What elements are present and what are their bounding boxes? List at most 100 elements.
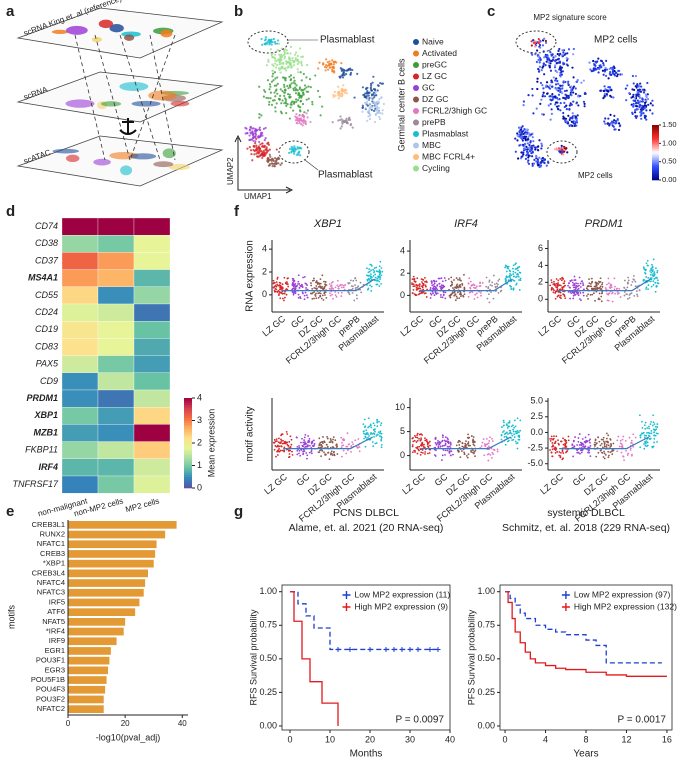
cell-dot [491,284,493,287]
cell-dot [369,86,372,89]
cell-dot [481,441,484,444]
cell-dot [294,287,297,290]
cell-dot [338,284,341,287]
cell-cluster [98,19,114,29]
y-tick-label: NFATC1 [37,539,65,548]
cell-dot [280,102,283,105]
cell-dot [566,64,569,67]
legend-label: Plasmablast [422,128,469,138]
y-tick-label: NFATC3 [37,588,65,597]
cell-dot [594,441,596,444]
heatmap-cell [133,252,171,270]
cell-dot [643,114,646,117]
colorbar-step [184,456,192,460]
cell-dot [515,430,518,433]
cell-dot [412,440,415,443]
cell-dot [261,43,264,46]
cell-dot [580,444,583,446]
cell-dot [527,94,530,97]
panel-label: a [6,3,15,20]
cell-dot [276,63,279,67]
cell-dot [573,284,576,287]
colorbar-step [184,479,192,482]
cell-dot [365,94,368,98]
cell-dot [314,287,317,290]
cell-dot [488,279,491,282]
cell-dot [644,421,647,424]
cell-cluster [65,154,80,163]
cell-dot [244,132,247,135]
cell-dot [474,449,477,452]
cell-dot [320,441,323,444]
cell-dot [280,445,283,448]
cell-dot [248,128,251,132]
cell-dot [657,282,660,285]
cell-dot [641,420,643,423]
legend-label: Low MP2 expression (11) [354,589,450,599]
y-tick-label: 1.00 [259,586,277,596]
cell-dot [558,47,561,51]
cell-dot [295,100,298,103]
cell-dot [376,421,379,424]
cell-dot [652,421,655,424]
cell-dot [578,284,580,287]
cell-dot [343,91,347,94]
cell-dot [626,281,629,284]
cell-dot [649,102,652,105]
cell-dot [517,435,520,437]
cell-dot [272,37,276,41]
cell-dot [274,95,277,98]
cell-dot [422,279,425,281]
cell-dot [616,439,619,442]
cell-dot [554,101,558,104]
cell-dot [640,117,643,120]
cell-dot [436,292,439,295]
cell-dot [418,285,421,287]
row-label: CD38 [35,238,58,248]
cell-dot [290,438,293,441]
cell-dot [379,260,382,263]
legend-label: FCRL2/3high GC [422,105,487,115]
cell-dot [577,294,580,297]
cell-dot [549,62,552,65]
colorbar-step [184,458,192,462]
cell-dot [313,287,316,289]
cell-dot [561,276,564,279]
cell-dot [277,162,280,165]
legend-swatch [413,108,419,114]
cell-dot [374,89,377,92]
cell-dot [416,446,419,448]
cell-dot [509,270,512,273]
cell-dot [274,157,277,160]
cell-dot [331,121,334,124]
cell-dot [492,453,495,456]
cell-dot [551,53,554,56]
cell-dot [556,107,560,110]
cell-dot [430,282,433,284]
cell-dot [636,295,639,298]
cell-dot [643,424,646,427]
panel-label: g [234,503,243,520]
colorbar-tick-label: 1 [197,460,202,470]
cell-dot [610,95,613,98]
cell-dot [418,283,421,286]
cell-dot [378,265,381,268]
cell-dot [368,270,371,273]
cell-dot [245,127,248,130]
cell-dot [505,265,508,268]
cell-dot [416,436,419,439]
cell-dot [268,153,271,156]
cell-dot [644,442,647,445]
cell-dot [560,66,564,69]
cell-dot [634,285,637,288]
cell-dot [463,287,466,290]
cell-dot [564,119,567,122]
y-tick-label: POU3F2 [36,694,65,703]
cell-dot [315,280,318,282]
cell-dot [272,64,275,68]
heatmap-cell [61,303,99,322]
cell-dot [619,442,622,445]
cell-dot [321,285,323,288]
cell-dot [456,297,459,300]
cell-dot [441,445,444,447]
